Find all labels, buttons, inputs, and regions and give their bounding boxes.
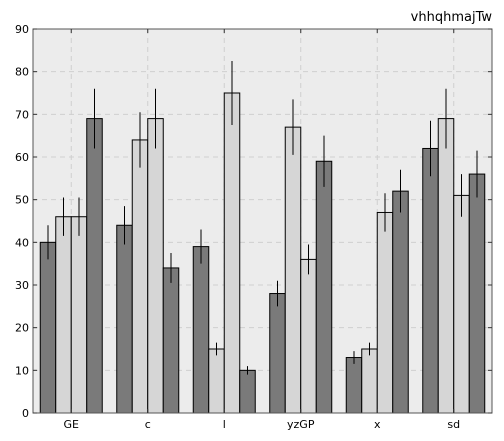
bar [454, 195, 470, 413]
y-tick-label: 90 [15, 23, 29, 36]
bar [209, 349, 225, 413]
x-tick-label: GE [64, 418, 80, 431]
bar [393, 191, 409, 413]
bar [132, 140, 148, 413]
y-tick-label: 40 [15, 236, 29, 249]
bar [438, 119, 454, 413]
bar [240, 370, 256, 413]
bar [423, 148, 439, 413]
chart-title: vhhqhmajTw [411, 10, 493, 25]
bar [301, 259, 317, 413]
bar [163, 268, 179, 413]
x-tick-label: c [145, 418, 151, 431]
y-tick-label: 30 [15, 279, 29, 292]
bar [362, 349, 378, 413]
bar [469, 174, 485, 413]
bar [193, 247, 209, 413]
bar [117, 225, 133, 413]
bar [56, 217, 72, 413]
x-tick-label: l [223, 418, 226, 431]
bar [270, 294, 286, 413]
bar [148, 119, 164, 413]
bar [40, 242, 56, 413]
y-tick-label: 0 [22, 407, 29, 420]
y-tick-label: 50 [15, 194, 29, 207]
x-tick-label: yzGP [287, 418, 315, 431]
bar [224, 93, 240, 413]
bar [377, 212, 393, 413]
bar [71, 217, 87, 413]
y-tick-label: 60 [15, 151, 29, 164]
bar [87, 119, 103, 413]
x-tick-label: sd [447, 418, 460, 431]
bar [346, 358, 362, 413]
y-tick-label: 70 [15, 108, 29, 121]
bar [285, 127, 301, 413]
x-tick-label: x [374, 418, 381, 431]
y-tick-label: 80 [15, 66, 29, 79]
y-tick-label: 20 [15, 322, 29, 335]
y-tick-label: 10 [15, 364, 29, 377]
bar [316, 161, 332, 413]
